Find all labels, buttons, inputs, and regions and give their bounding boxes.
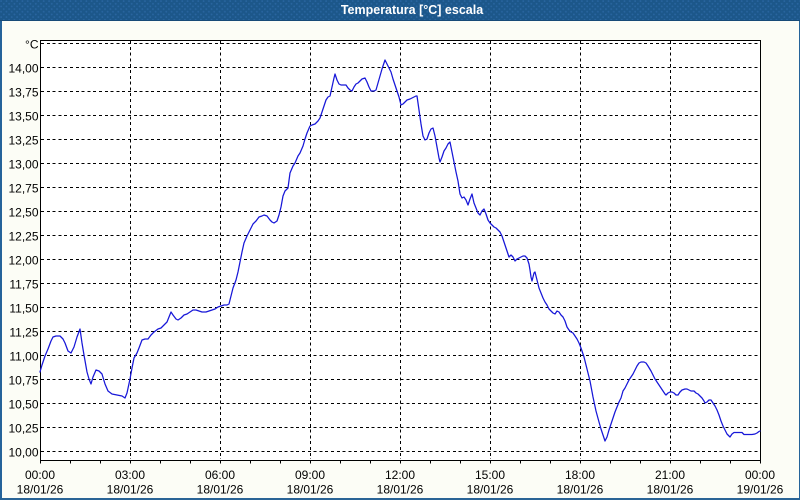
svg-text:21:00: 21:00 xyxy=(655,468,685,482)
svg-text:13,25: 13,25 xyxy=(8,134,38,148)
svg-text:°C: °C xyxy=(25,38,39,52)
svg-text:19/01/26: 19/01/26 xyxy=(737,483,784,497)
svg-text:10,25: 10,25 xyxy=(8,422,38,436)
svg-text:18/01/26: 18/01/26 xyxy=(557,483,604,497)
svg-text:18:00: 18:00 xyxy=(565,468,595,482)
svg-text:09:00: 09:00 xyxy=(295,468,325,482)
svg-text:13,50: 13,50 xyxy=(8,110,38,124)
svg-text:10,50: 10,50 xyxy=(8,398,38,412)
svg-text:15:00: 15:00 xyxy=(475,468,505,482)
svg-text:18/01/26: 18/01/26 xyxy=(287,483,334,497)
svg-text:18/01/26: 18/01/26 xyxy=(107,483,154,497)
svg-text:12,00: 12,00 xyxy=(8,254,38,268)
svg-text:00:00: 00:00 xyxy=(25,468,55,482)
svg-text:14,00: 14,00 xyxy=(8,62,38,76)
svg-text:18/01/26: 18/01/26 xyxy=(17,483,64,497)
svg-text:18/01/26: 18/01/26 xyxy=(377,483,424,497)
svg-text:12,50: 12,50 xyxy=(8,206,38,220)
svg-text:12,25: 12,25 xyxy=(8,230,38,244)
svg-text:11,75: 11,75 xyxy=(9,278,38,292)
svg-text:12:00: 12:00 xyxy=(385,468,415,482)
svg-text:11,25: 11,25 xyxy=(9,326,38,340)
svg-text:11,50: 11,50 xyxy=(9,302,38,316)
svg-text:13,75: 13,75 xyxy=(8,86,38,100)
svg-text:03:00: 03:00 xyxy=(115,468,145,482)
svg-text:00:00: 00:00 xyxy=(745,468,775,482)
svg-text:18/01/26: 18/01/26 xyxy=(647,483,694,497)
svg-text:10,00: 10,00 xyxy=(8,446,38,460)
svg-text:13,00: 13,00 xyxy=(8,158,38,172)
svg-text:11,00: 11,00 xyxy=(9,350,38,364)
svg-text:06:00: 06:00 xyxy=(205,468,235,482)
svg-text:10,75: 10,75 xyxy=(8,374,38,388)
svg-text:18/01/26: 18/01/26 xyxy=(467,483,514,497)
svg-text:18/01/26: 18/01/26 xyxy=(197,483,244,497)
svg-text:12,75: 12,75 xyxy=(8,182,38,196)
